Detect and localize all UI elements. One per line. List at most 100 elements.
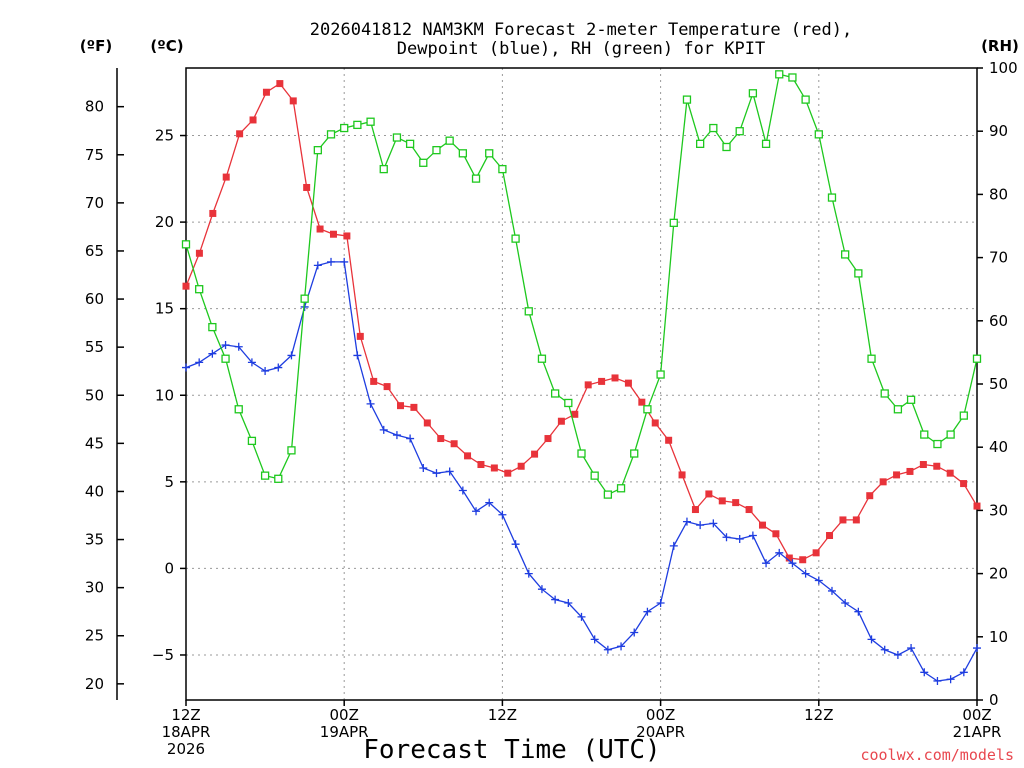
rh-point (195, 285, 204, 294)
dewpoint-point (762, 559, 771, 568)
rh-point (801, 95, 810, 104)
dewpoint-point (511, 540, 520, 549)
dewpoint-point (643, 607, 652, 616)
rh-tick-label: 90 (989, 122, 1008, 140)
dewpoint-point (182, 363, 190, 372)
rh-point (485, 149, 494, 158)
fahrenheit-tick-label: 55 (85, 338, 104, 356)
fahrenheit-unit-label: (ºF) (80, 37, 112, 55)
temperature-point (571, 410, 579, 418)
dewpoint-series (182, 257, 981, 685)
rh-point (841, 250, 850, 259)
temperature-point (852, 516, 860, 524)
rh-point (880, 389, 889, 398)
rh-tick-label: 30 (989, 501, 1008, 519)
rh-point (366, 117, 375, 126)
dewpoint-point (406, 434, 415, 443)
temperature-point (772, 530, 780, 538)
dewpoint-point (973, 644, 981, 653)
dewpoint-point (603, 645, 612, 654)
temperature-point (665, 436, 673, 444)
rh-tick-label: 70 (989, 249, 1008, 267)
dewpoint-point (827, 586, 836, 595)
rh-point (260, 471, 270, 480)
temperature-point (678, 471, 686, 479)
temperature-point (490, 464, 498, 472)
rh-point (590, 471, 599, 480)
rh-point (630, 449, 639, 458)
rh-point (498, 164, 507, 174)
temperature-point (651, 419, 659, 427)
dewpoint-point (854, 607, 863, 616)
rh-unit-label: (RH) (981, 37, 1019, 55)
temperature-point (329, 230, 337, 238)
rh-point (854, 269, 863, 278)
rh-point (643, 405, 652, 414)
dewpoint-point (617, 642, 626, 651)
rh-tick-label: 60 (989, 312, 1008, 330)
dewpoint-point (920, 668, 929, 677)
x-tick-label: 00Z (962, 706, 991, 724)
credit-text: coolwx.com/models (860, 746, 1014, 764)
x-tick-label: 19APR (320, 723, 369, 741)
rh-tick-label: 50 (989, 375, 1008, 393)
rh-point (959, 411, 968, 420)
dewpoint-point (841, 599, 850, 608)
temperature-point (423, 419, 431, 427)
fahrenheit-tick-label: 25 (85, 627, 104, 645)
temperature-series (182, 80, 981, 564)
rh-point (682, 95, 692, 104)
dewpoint-point (208, 349, 217, 358)
temperature-point (973, 502, 981, 510)
rh-point (946, 430, 955, 439)
rh-point (392, 133, 402, 142)
x-tick-label: 00Z (330, 706, 359, 724)
rh-point (761, 139, 771, 148)
rh-point (722, 142, 731, 152)
rh-point (775, 70, 784, 79)
temperature-point (450, 440, 458, 448)
rh-point (405, 139, 415, 148)
x-tick-label: 00Z (646, 706, 675, 724)
rh-point (577, 449, 586, 458)
rh-point (419, 158, 428, 167)
dewpoint-point (722, 533, 731, 542)
rh-point (340, 123, 349, 133)
fahrenheit-tick-label: 75 (85, 146, 104, 164)
temperature-point (182, 282, 190, 290)
temperature-point (356, 332, 364, 340)
rh-point (669, 218, 678, 227)
dewpoint-point (735, 534, 744, 543)
celsius-tick-label: 20 (155, 213, 174, 231)
temperature-point (437, 435, 445, 443)
x-tick-label: 2026 (167, 740, 205, 758)
rh-point (788, 73, 797, 82)
rh-point (616, 484, 626, 493)
rh-point (511, 234, 520, 243)
rh-point (221, 354, 230, 363)
dewpoint-point (274, 363, 283, 372)
temperature-point (276, 80, 284, 88)
dewpoint-point (366, 399, 375, 408)
celsius-tick-label: 10 (155, 386, 174, 404)
dewpoint-point (788, 559, 797, 568)
dewpoint-point (287, 351, 296, 360)
dewpoint-point (748, 531, 757, 540)
temperature-point (343, 232, 351, 240)
rh-point (313, 146, 322, 155)
rh-tick-label: 40 (989, 438, 1008, 456)
rh-point (827, 193, 837, 202)
dewpoint-point (247, 358, 256, 367)
celsius-tick-label: 15 (155, 300, 174, 318)
rh-point (603, 490, 613, 499)
rh-point (550, 389, 560, 398)
rh-point (471, 174, 481, 183)
temperature-point (718, 497, 726, 505)
dewpoint-point (696, 521, 705, 530)
rh-tick-label: 80 (989, 185, 1008, 203)
temperature-point (906, 467, 914, 475)
temperature-point (799, 556, 807, 564)
temperature-point (879, 478, 887, 486)
rh-point (906, 395, 916, 404)
